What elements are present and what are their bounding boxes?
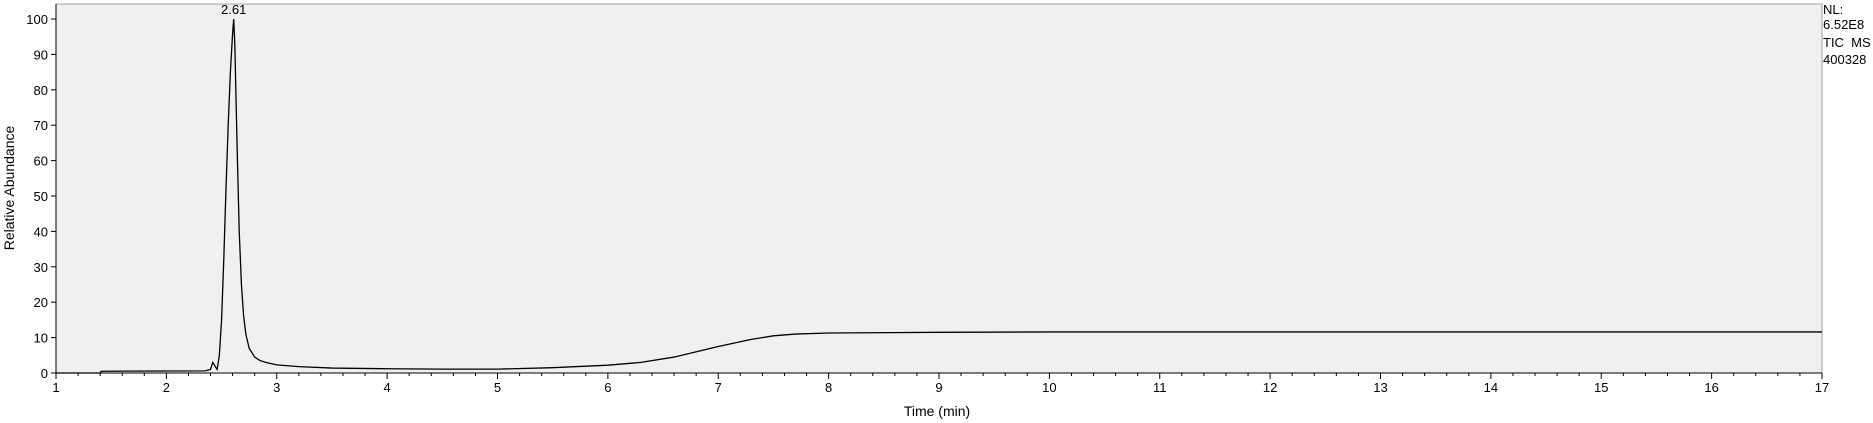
- x-tick-label: 15: [1594, 380, 1608, 395]
- y-tick-label: 80: [34, 83, 48, 98]
- y-tick-label: 50: [34, 189, 48, 204]
- x-tick-label: 16: [1704, 380, 1718, 395]
- x-tick-label: 7: [715, 380, 722, 395]
- x-axis-title: Time (min): [904, 403, 970, 419]
- info-file-id: 400328: [1823, 52, 1866, 67]
- y-axis: 0 10 20 30 40 50 60 70 80 90 100: [26, 12, 56, 381]
- peak-annotations: 2.61: [221, 2, 246, 17]
- info-nl-label: NL:: [1823, 2, 1843, 17]
- info-scan-type: TIC MS: [1823, 35, 1871, 50]
- x-tick-label: 6: [604, 380, 611, 395]
- y-tick-label: 70: [34, 118, 48, 133]
- y-tick-label: 10: [34, 331, 48, 346]
- x-tick-label: 9: [935, 380, 942, 395]
- x-tick-label: 11: [1153, 380, 1167, 395]
- info-nl-value: 6.52E8: [1823, 17, 1864, 32]
- y-tick-label: 40: [34, 224, 48, 239]
- x-tick-label: 4: [384, 380, 391, 395]
- y-tick-label: 90: [34, 47, 48, 62]
- plot-area: [55, 3, 1823, 374]
- x-tick-label: 8: [825, 380, 832, 395]
- tic-trace-line: [56, 18, 1822, 374]
- x-tick-label: 17: [1815, 380, 1829, 395]
- y-tick-label: 20: [34, 295, 48, 310]
- y-tick-label: 60: [34, 154, 48, 169]
- x-tick-label: 1: [52, 380, 59, 395]
- info-block: NL: 6.52E8 TIC MS 400328: [1823, 2, 1871, 67]
- y-tick-label: 0: [41, 366, 48, 381]
- x-tick-label: 12: [1263, 380, 1277, 395]
- x-axis: 1 2 3 4 5 6 7 8 9 10 11 12 13 14 15 16 17: [52, 373, 1829, 395]
- y-tick-label: 100: [26, 12, 48, 27]
- y-tick-label: 30: [34, 260, 48, 275]
- peak-label: 2.61: [221, 2, 246, 17]
- x-tick-label: 3: [273, 380, 280, 395]
- x-tick-label: 5: [494, 380, 501, 395]
- x-tick-label: 10: [1042, 380, 1056, 395]
- y-axis-title: Relative Abundance: [1, 126, 17, 251]
- x-tick-label: 2: [163, 380, 170, 395]
- x-tick-label: 14: [1484, 380, 1498, 395]
- x-tick-label: 13: [1373, 380, 1387, 395]
